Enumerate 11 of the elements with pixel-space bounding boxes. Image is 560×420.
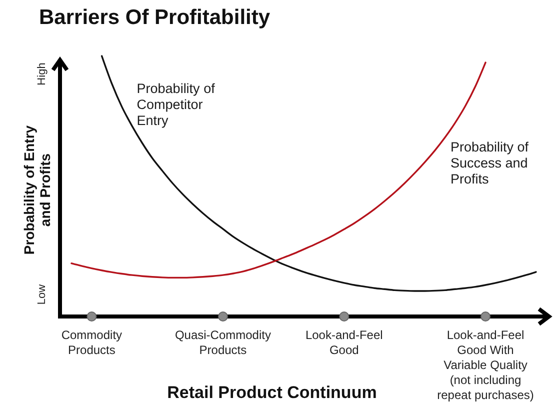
series-label: Probability of Competitor Entry (136, 81, 216, 128)
text: High (36, 62, 48, 86)
x-tick-label: Commodity Products (61, 328, 122, 357)
chart-title: Barriers Of Profitability (39, 6, 270, 29)
text: Low (36, 284, 48, 305)
x-tick-label: Look-and-Feel Good With Variable Quality (not including repeat purchases) (437, 328, 534, 402)
series-label: Probability of Success and Profits (450, 140, 529, 187)
x-tick-label: Look-and-Feel Good (305, 328, 383, 357)
x-axis-title: Retail Product Continuum (167, 383, 377, 402)
x-tick-label: Quasi-Commodity Products (174, 328, 271, 357)
y-axis-title: Probability of Entry and Profits (21, 125, 53, 255)
